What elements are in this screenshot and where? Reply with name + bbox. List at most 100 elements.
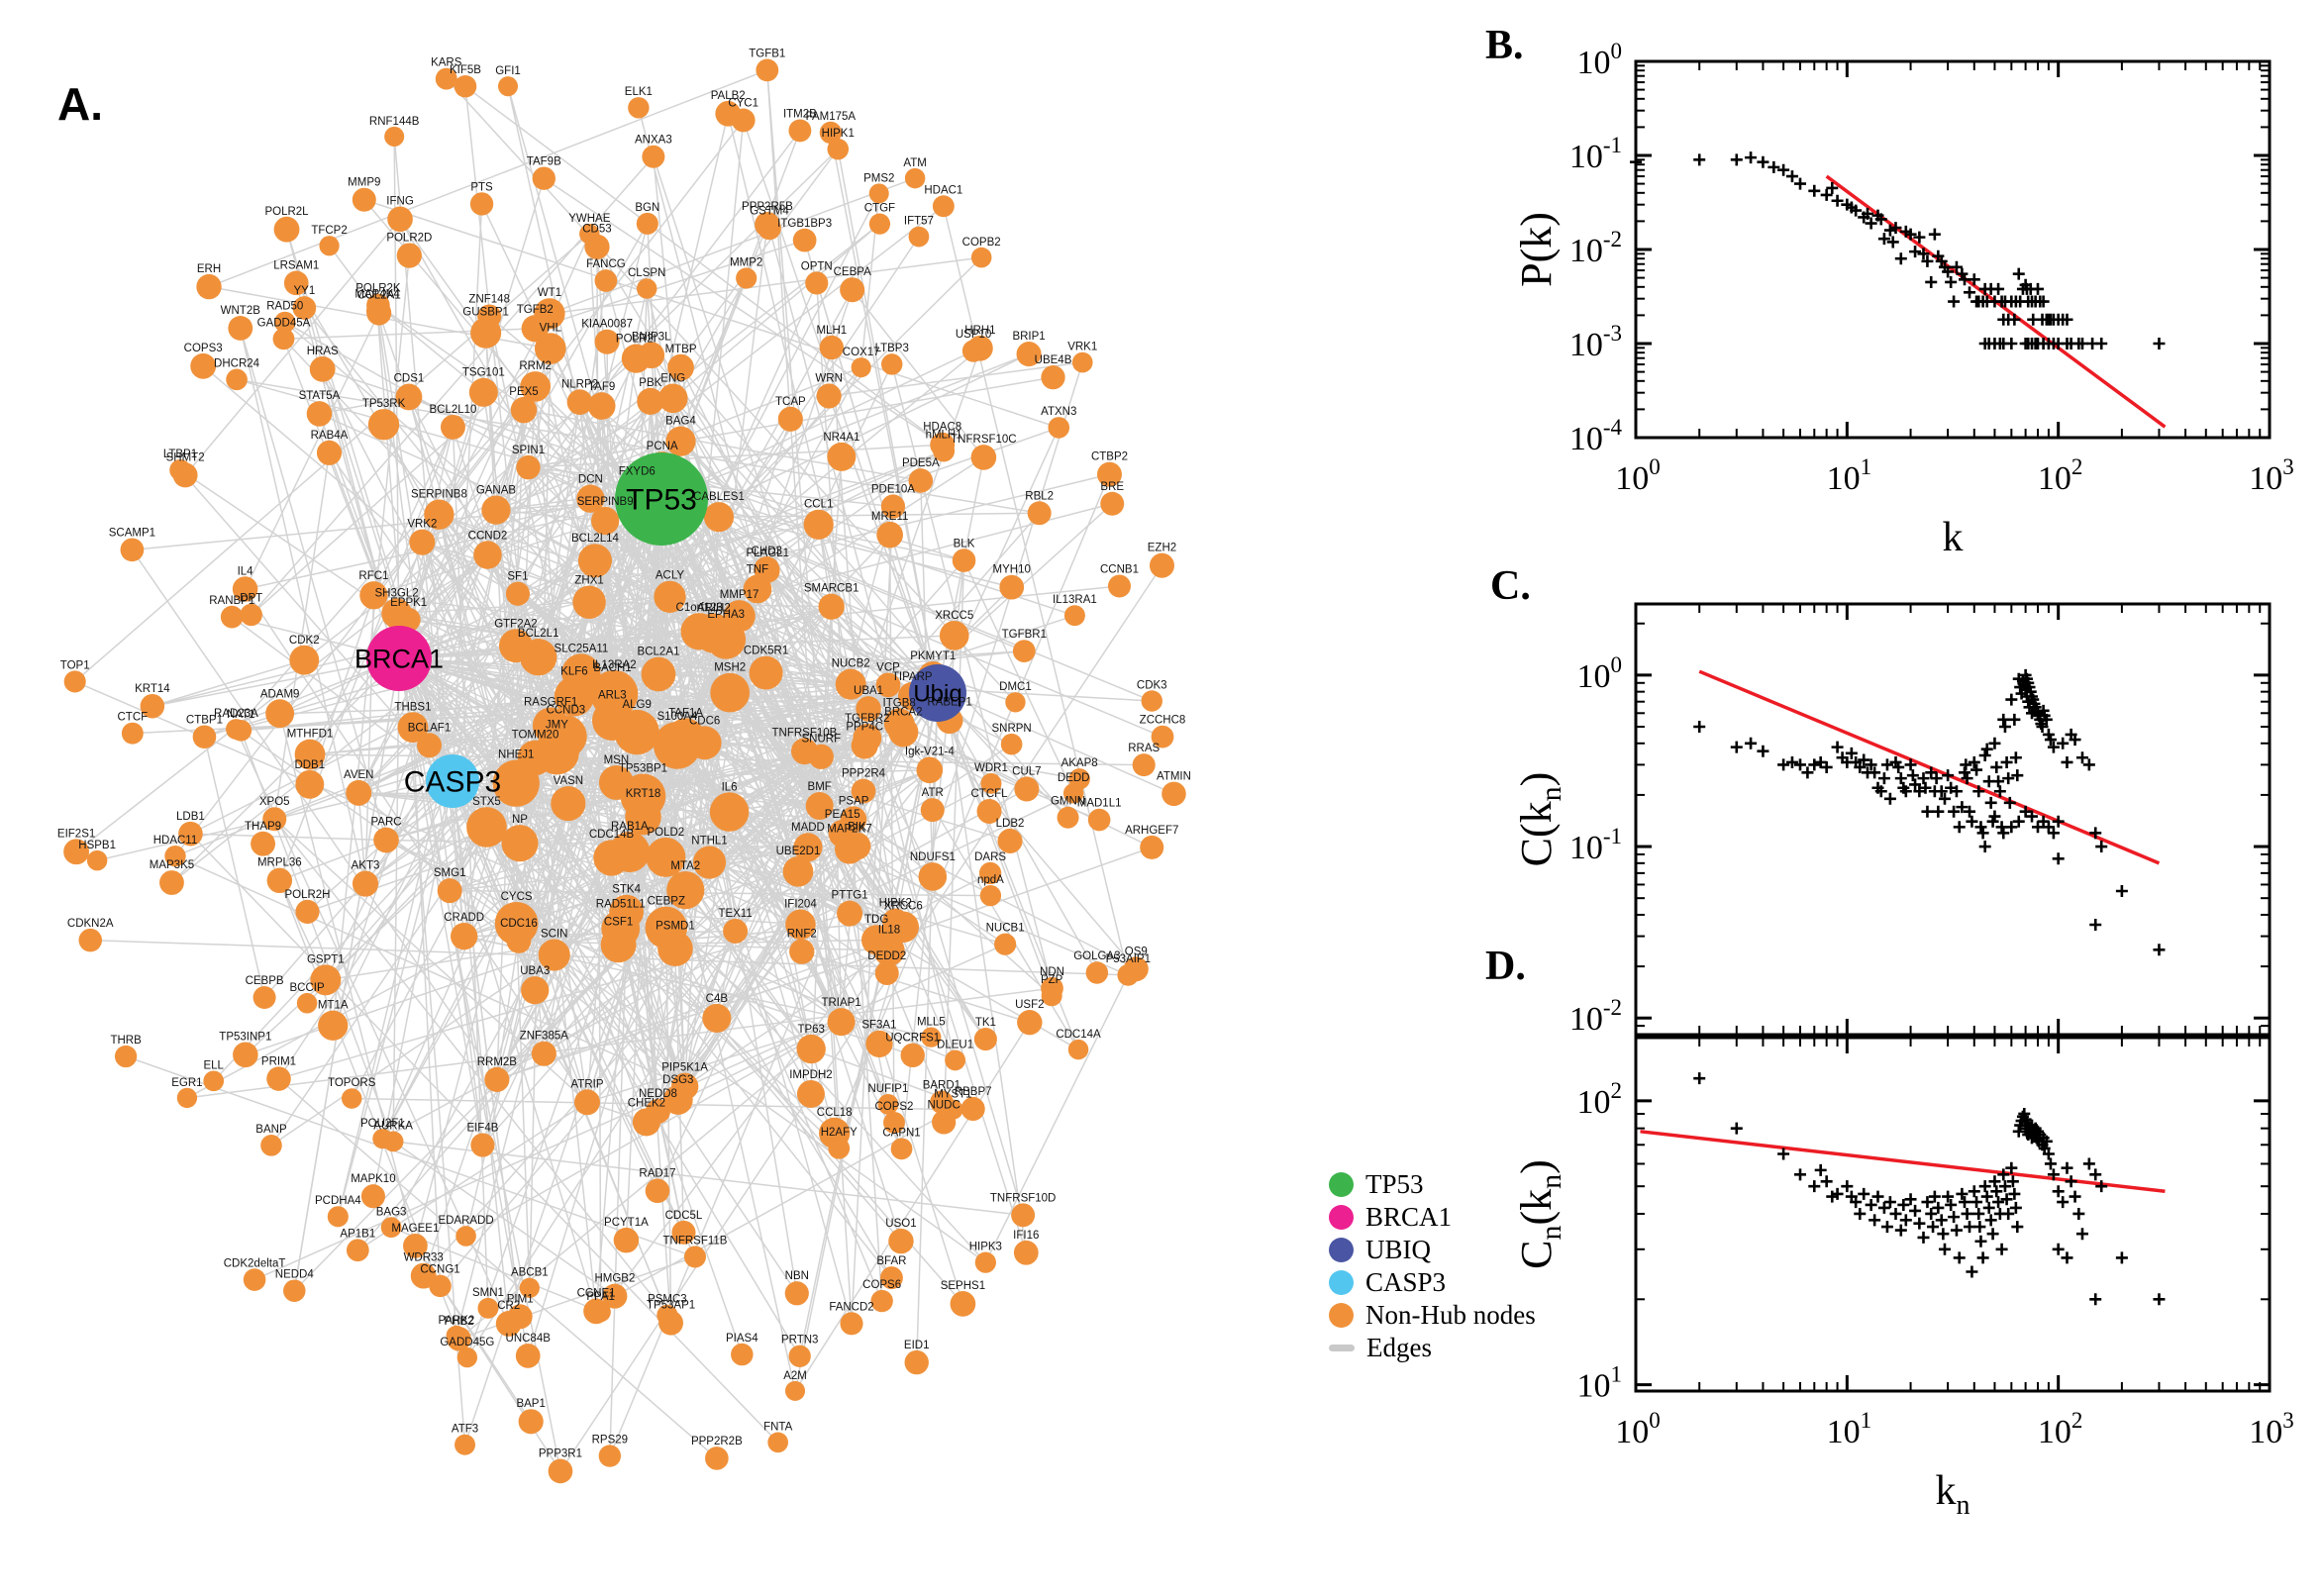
network-node-label: GMNN	[1051, 796, 1085, 808]
data-point	[2153, 338, 2166, 349]
network-node-label: KRT14	[135, 683, 170, 695]
network-node-label: FAM175A	[806, 111, 857, 123]
network-node-label: PPA1	[586, 1291, 615, 1303]
network-edge	[554, 954, 686, 1087]
data-point	[1970, 1196, 1983, 1209]
network-node-label: ZNF148	[468, 294, 510, 306]
network-edge	[152, 659, 305, 707]
data-point	[1978, 1180, 1991, 1193]
network-node	[642, 145, 665, 168]
network-node	[870, 1289, 893, 1313]
y-tick-label: 102	[1577, 1078, 1623, 1121]
network-node-label: BCL2L1	[518, 628, 559, 640]
network-edge	[596, 247, 602, 1313]
data-point	[1865, 217, 1877, 230]
network-node-label: DCN	[578, 474, 603, 486]
network-node	[252, 986, 276, 1010]
chart-panel-b: 100 101 102 103 100 10-1 10-2 10-3 10-4 k P(k)	[1512, 39, 2294, 560]
network-node	[327, 1206, 349, 1228]
network-node-label: ZNF385A	[520, 1031, 569, 1043]
network-node	[273, 216, 300, 243]
data-point	[1980, 1190, 1993, 1203]
data-point	[2031, 282, 2044, 295]
network-node	[466, 807, 507, 848]
network-node	[736, 267, 758, 289]
network-node	[796, 1079, 825, 1108]
data-point	[1820, 188, 1833, 201]
network-node	[879, 1266, 903, 1290]
data-point	[2075, 751, 2088, 764]
y-tick-label: 10-4	[1569, 415, 1623, 457]
network-node	[1041, 985, 1062, 1007]
network-node	[665, 426, 696, 456]
network-node-label: MRPL36	[257, 857, 302, 869]
data-point	[1964, 805, 1976, 818]
legend-label: UBIQ	[1365, 1235, 1431, 1264]
network-node	[1000, 733, 1023, 755]
network-edge	[672, 223, 880, 399]
legend-item-ubiq: UBIQ	[1329, 1234, 1536, 1266]
network-node	[505, 581, 531, 606]
data-point	[1935, 1214, 1948, 1227]
network-node-label: POLR2L	[264, 206, 309, 218]
network-node	[755, 558, 780, 583]
network-node	[521, 315, 549, 343]
network-node-label: PZP	[1041, 974, 1063, 986]
network-node	[785, 909, 816, 941]
network-edge	[853, 819, 1053, 997]
network-node-label: NHEJ1	[498, 749, 534, 761]
network-edge	[364, 736, 686, 885]
data-point	[1925, 275, 1938, 288]
data-point	[1693, 720, 1706, 733]
network-node	[796, 1034, 826, 1064]
network-node-label: HIPK1	[822, 128, 855, 140]
data-point	[1874, 213, 1887, 226]
data-point	[2000, 1193, 2013, 1206]
data-point	[2075, 1228, 2088, 1241]
network-node-label: SEPHS1	[941, 1280, 985, 1292]
network-node	[602, 1283, 628, 1309]
data-point	[1768, 160, 1780, 173]
data-point	[1921, 254, 1934, 267]
data-point	[2075, 338, 2088, 349]
network-node-label: S100A4	[656, 711, 698, 723]
network-node-label: LDB2	[996, 818, 1025, 830]
network-node	[904, 167, 926, 189]
network-node-label: SCAMP1	[109, 527, 155, 539]
network-node-label: DEDD	[1058, 772, 1090, 784]
network-node	[1100, 491, 1125, 516]
network-node	[784, 1281, 809, 1306]
hub-label-casp3: CASP3	[404, 766, 501, 799]
data-point	[1938, 792, 1951, 805]
network-node-label: TGFB2	[517, 304, 554, 316]
data-point	[1974, 821, 1987, 834]
data-point	[1956, 801, 1969, 814]
network-node	[702, 1003, 732, 1033]
network-node	[381, 598, 412, 629]
network-node-label: RAD50	[266, 301, 303, 313]
network-edge	[485, 827, 659, 1112]
axis-ticks	[1634, 1038, 2272, 1391]
axis-ticks	[1634, 59, 2272, 440]
network-node-label: CR2	[497, 1300, 520, 1312]
network-node	[566, 389, 593, 416]
network-node-label: RFC1	[358, 570, 388, 582]
network-node-label: CTCF	[117, 712, 148, 724]
network-node	[950, 1291, 976, 1317]
network-node	[784, 1380, 806, 1401]
network-edge	[600, 223, 649, 407]
network-node	[506, 929, 532, 953]
network-edge	[496, 410, 525, 1080]
network-node	[1096, 461, 1122, 487]
network-node-label: ANXA3	[635, 135, 672, 147]
network-node-label: GUSBP1	[462, 307, 509, 319]
network-node	[918, 862, 948, 891]
network-node	[283, 1279, 306, 1302]
network-node	[667, 353, 694, 381]
legend-label: CASP3	[1365, 1267, 1447, 1297]
data-point	[1917, 1231, 1930, 1244]
network-node-label: JMY	[546, 719, 568, 731]
network-node-label: RANBP1	[209, 595, 254, 607]
data-point	[1868, 1214, 1881, 1227]
